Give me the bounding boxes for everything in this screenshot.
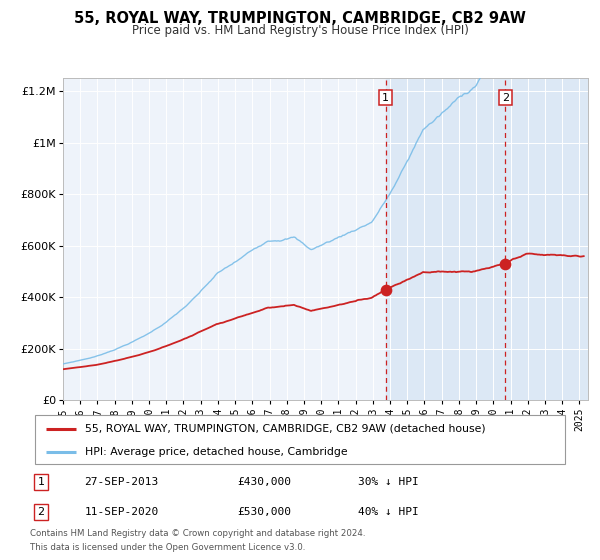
Text: 55, ROYAL WAY, TRUMPINGTON, CAMBRIDGE, CB2 9AW: 55, ROYAL WAY, TRUMPINGTON, CAMBRIDGE, C…: [74, 11, 526, 26]
Text: 27-SEP-2013: 27-SEP-2013: [85, 477, 159, 487]
Text: 30% ↓ HPI: 30% ↓ HPI: [358, 477, 418, 487]
Text: HPI: Average price, detached house, Cambridge: HPI: Average price, detached house, Camb…: [85, 447, 347, 457]
Text: 40% ↓ HPI: 40% ↓ HPI: [358, 507, 418, 517]
Text: 11-SEP-2020: 11-SEP-2020: [85, 507, 159, 517]
Bar: [386, 78, 588, 400]
Text: £430,000: £430,000: [238, 477, 292, 487]
Text: £530,000: £530,000: [238, 507, 292, 517]
Point: [500, 259, 510, 268]
Text: Contains HM Land Registry data © Crown copyright and database right 2024.: Contains HM Land Registry data © Crown c…: [30, 529, 365, 538]
FancyBboxPatch shape: [35, 416, 565, 464]
Point: [381, 285, 391, 294]
Text: 55, ROYAL WAY, TRUMPINGTON, CAMBRIDGE, CB2 9AW (detached house): 55, ROYAL WAY, TRUMPINGTON, CAMBRIDGE, C…: [85, 423, 485, 433]
Text: This data is licensed under the Open Government Licence v3.0.: This data is licensed under the Open Gov…: [30, 543, 305, 552]
Text: Price paid vs. HM Land Registry's House Price Index (HPI): Price paid vs. HM Land Registry's House …: [131, 24, 469, 36]
Text: 2: 2: [502, 93, 509, 102]
Text: 1: 1: [37, 477, 44, 487]
Text: 2: 2: [37, 507, 44, 517]
Text: 1: 1: [382, 93, 389, 102]
